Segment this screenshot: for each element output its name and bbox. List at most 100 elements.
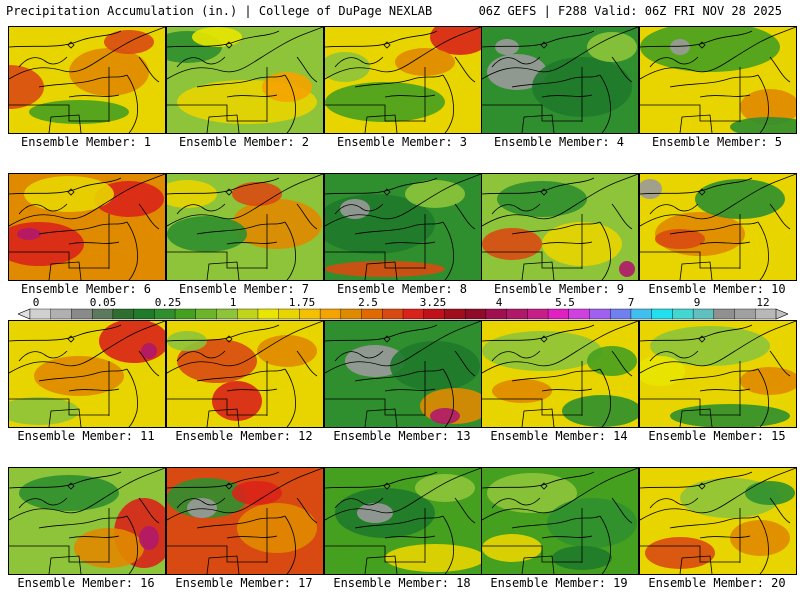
map-boundary-line — [38, 368, 128, 382]
map-boundary-line — [640, 30, 753, 48]
map-boundary-line — [325, 324, 438, 342]
ensemble-map-panel — [8, 26, 166, 134]
precip-contour-region — [395, 48, 455, 76]
chart-title: Precipitation Accumulation (in.) | Colle… — [6, 4, 433, 18]
map-boundary-line — [454, 497, 476, 524]
station-marker-icon — [383, 335, 391, 343]
map-boundary-line — [48, 261, 82, 280]
precip-contour-region — [745, 481, 795, 505]
map-boundary-line — [325, 27, 481, 80]
ensemble-map-panel — [8, 467, 166, 575]
precip-contour-region — [167, 180, 217, 208]
precip-contour-region — [730, 117, 796, 133]
station-marker-icon — [225, 188, 233, 196]
map-boundary-line — [167, 398, 267, 416]
model-run-valid-time: 06Z GEFS | F288 Valid: 06Z FRI NOV 28 20… — [478, 4, 782, 18]
map-boundary-line — [325, 104, 425, 122]
colorbar-swatch — [692, 308, 715, 320]
map-boundary-line — [482, 398, 582, 416]
precip-contour-region — [482, 228, 542, 260]
colorbar-swatch — [299, 308, 321, 320]
map-boundary-line — [454, 203, 476, 230]
map-boundary-line — [226, 535, 278, 539]
precip-contour-region — [587, 32, 637, 62]
precipitation-map — [640, 27, 796, 133]
map-boundary-line — [18, 497, 68, 509]
map-boundary-line — [599, 74, 611, 133]
map-boundary-line — [334, 350, 384, 362]
precip-contour-region — [740, 367, 796, 395]
station-marker-icon — [698, 482, 706, 490]
precipitation-map — [482, 27, 638, 133]
colorbar-swatch — [112, 308, 135, 320]
ensemble-member-label: Ensemble Member: 9 — [493, 282, 625, 296]
map-boundary-line — [167, 30, 280, 48]
precip-contour-region — [9, 397, 79, 425]
map-boundary-line — [18, 350, 68, 362]
ensemble-map-panel — [481, 26, 639, 134]
map-boundary-line — [482, 471, 595, 489]
precipitation-map — [325, 27, 481, 133]
precip-contour-region — [547, 498, 637, 548]
precip-contour-region — [495, 39, 519, 55]
ensemble-map-panel — [639, 173, 797, 281]
map-boundary-line — [325, 174, 481, 227]
map-boundary-line — [68, 535, 120, 539]
precip-contour-region — [212, 381, 262, 421]
colorbar-tick-label: 0.25 — [154, 296, 182, 309]
map-boundary-line — [296, 56, 318, 83]
ensemble-map-panel — [8, 320, 166, 428]
colorbar-tick-label: 5.5 — [555, 296, 575, 309]
map-boundary-line — [9, 251, 109, 269]
precip-contour-region — [139, 526, 159, 550]
colorbar-swatch — [237, 308, 259, 320]
map-boundary-line — [541, 241, 593, 245]
ensemble-map-panel — [324, 467, 482, 575]
map-boundary-line — [599, 515, 611, 574]
map-boundary-line — [296, 497, 318, 524]
map-boundary-line — [384, 388, 436, 392]
map-boundary-line — [48, 555, 82, 574]
colorbar-swatch — [50, 308, 72, 320]
map-boundary-line — [757, 74, 769, 133]
map-boundary-line — [442, 515, 454, 574]
station-marker-icon — [540, 41, 548, 49]
map-boundary-line — [364, 261, 398, 280]
map-boundary-line — [511, 221, 601, 235]
map-boundary-line — [325, 468, 481, 521]
colorbar-swatch — [195, 308, 217, 320]
colorbar-swatch — [485, 308, 508, 320]
map-boundary-line — [226, 94, 278, 98]
colorbar-tick-label: 3.25 — [419, 296, 447, 309]
map-boundary-line — [284, 221, 296, 280]
colorbar-swatch — [755, 308, 777, 320]
station-marker-icon — [383, 41, 391, 49]
map-boundary-line — [167, 251, 267, 269]
colorbar-swatch — [216, 308, 238, 320]
precip-contour-region — [192, 27, 242, 47]
colorbar-swatch — [547, 308, 570, 320]
map-boundary-line — [284, 368, 296, 427]
precip-contour-region — [619, 261, 635, 277]
map-boundary-line — [679, 408, 713, 427]
precip-contour-region — [24, 176, 114, 212]
map-boundary-line — [334, 497, 384, 509]
colorbar-swatch — [340, 308, 362, 320]
map-boundary-line — [482, 177, 595, 195]
precip-contour-region — [141, 343, 157, 359]
map-boundary-line — [9, 321, 165, 374]
map-boundary-line — [511, 368, 601, 382]
colorbar-tick-label: 9 — [693, 296, 701, 309]
map-boundary-line — [354, 368, 444, 382]
map-boundary-line — [167, 177, 280, 195]
colorbar-swatch — [713, 308, 735, 320]
map-boundary-line — [649, 203, 699, 215]
precipitation-map — [167, 321, 323, 427]
map-boundary-line — [611, 203, 633, 230]
colorbar-swatch — [402, 308, 425, 320]
colorbar-swatch — [154, 308, 176, 320]
map-boundary-line — [364, 555, 398, 574]
map-boundary-line — [611, 350, 633, 377]
map-boundary-line — [296, 203, 318, 230]
map-boundary-line — [206, 555, 240, 574]
